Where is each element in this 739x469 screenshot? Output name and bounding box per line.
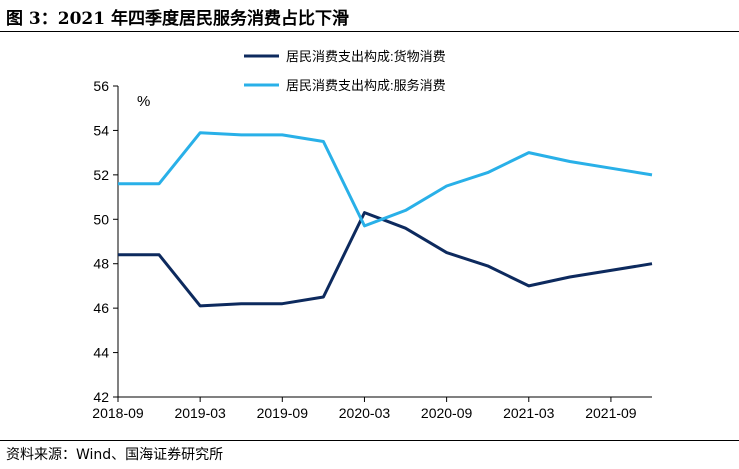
y-tick-label: 56 [93,78,109,94]
y-tick-label: 54 [93,122,109,138]
x-tick-label: 2018-09 [92,405,144,421]
y-tick-label: 52 [93,167,109,183]
y-unit-label: % [137,93,150,110]
x-tick-label: 2019-03 [174,405,226,421]
chart-series [118,131,653,308]
source-note: 资料来源：Wind、国海证券研究所 [6,447,224,463]
title-rule [0,31,739,32]
y-tick-label: 50 [93,211,109,227]
figure-title: 图 3：2021 年四季度居民服务消费占比下滑 [6,9,349,29]
x-tick-label: 2021-03 [503,405,555,421]
y-tick-label: 48 [93,256,109,272]
source-rule [0,440,739,441]
x-tick-label: 2021-09 [585,405,637,421]
y-tick-label: 46 [93,300,109,316]
chart-axes: 42 44 46 48 50 52 54 56 2018-09 2019-03 2019-09 202… [92,78,652,421]
legend-label-2: 居民消费支出构成:服务消费 [286,78,446,93]
x-tick-label: 2020-09 [421,405,473,421]
series-line-2 [118,131,653,228]
x-tick-label: 2019-09 [257,405,309,421]
x-tick-label: 2020-03 [339,405,391,421]
legend-label-1: 居民消费支出构成:货物消费 [286,49,446,64]
y-tick-label: 42 [93,389,109,405]
series-line-1 [118,211,653,308]
y-tick-label: 44 [93,345,109,361]
